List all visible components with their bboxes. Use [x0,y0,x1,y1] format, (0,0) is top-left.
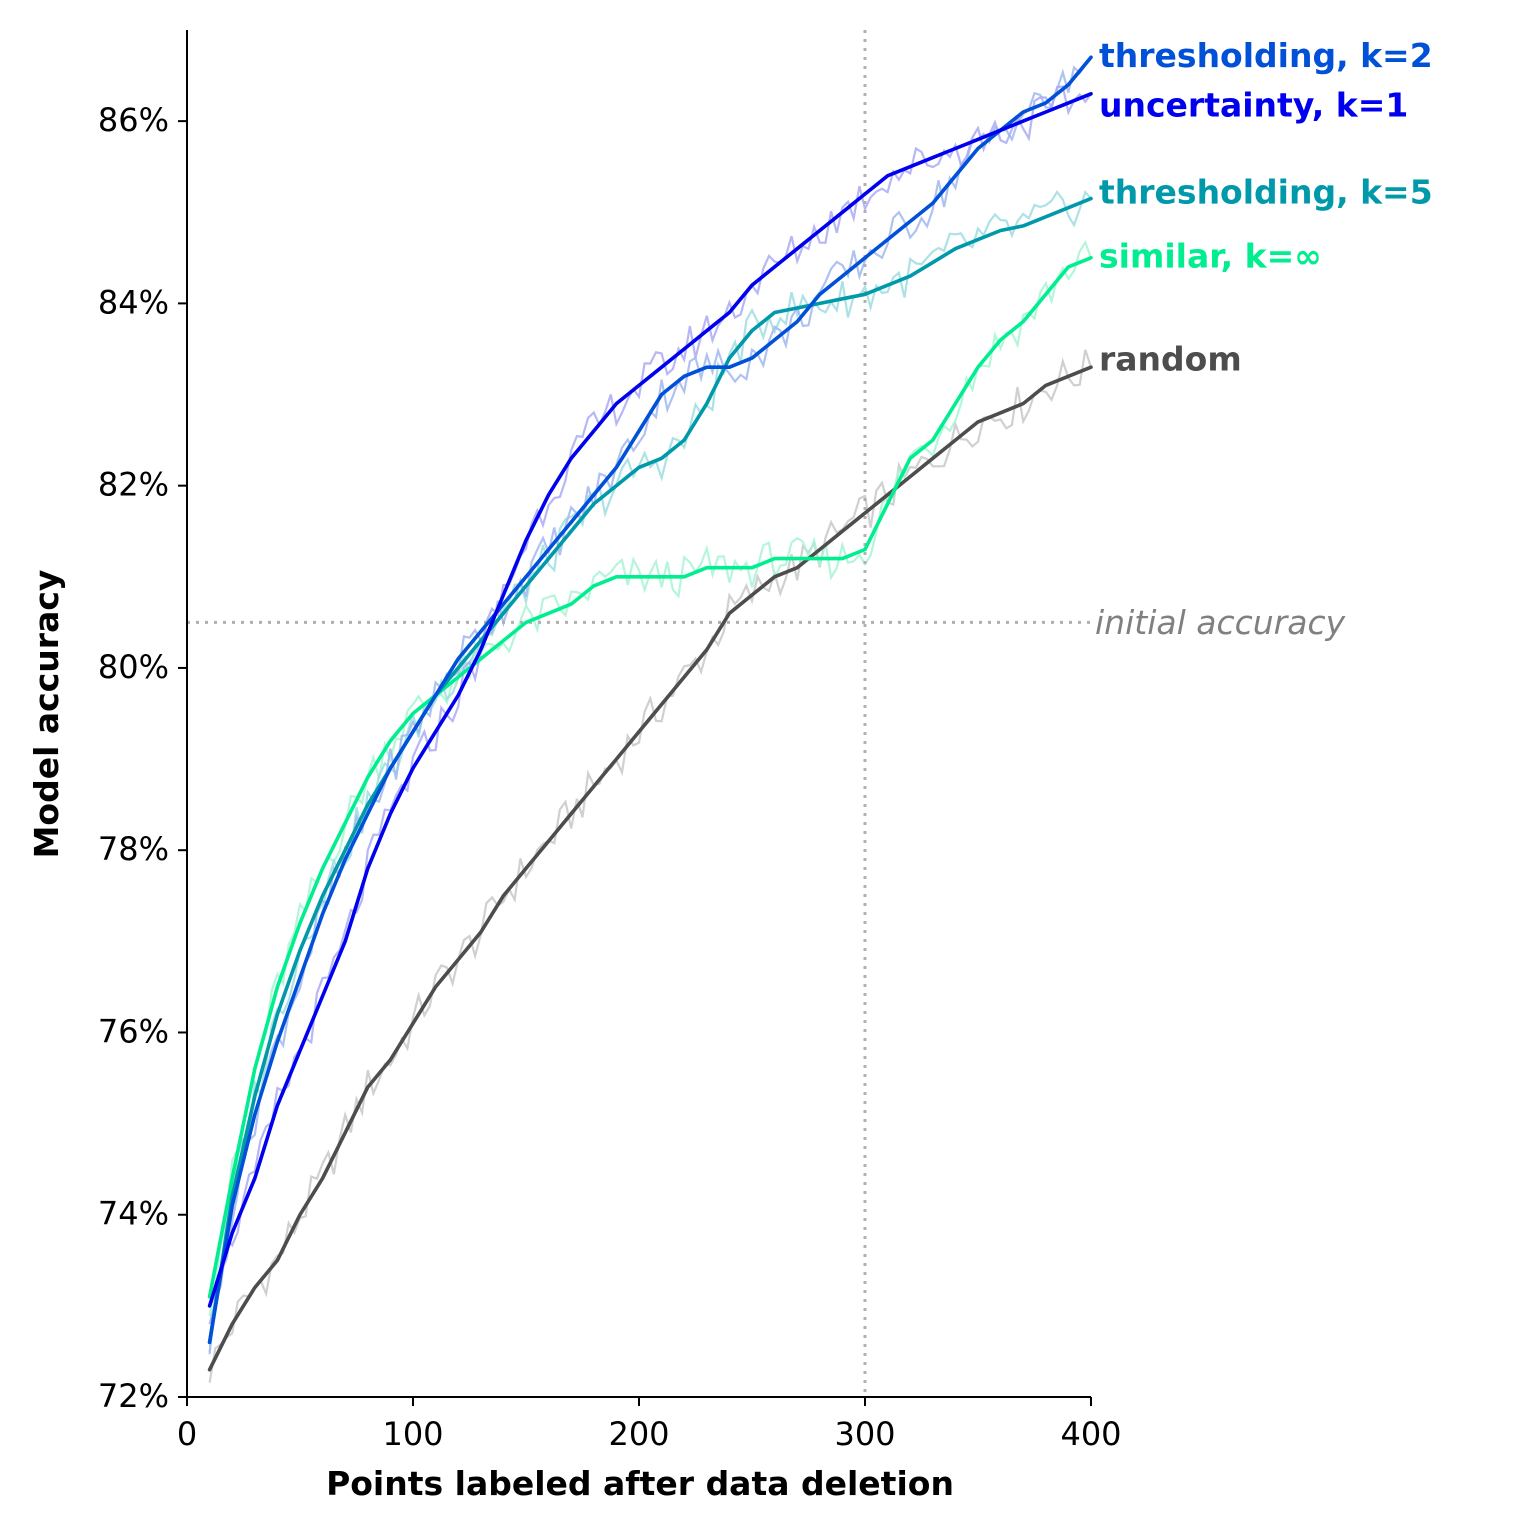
y-tick-label: 82% [98,466,169,504]
series-line-thresholding-k-5 [207,196,1093,1345]
series-label-thresholding-k-2: thresholding, k=2 [1099,36,1433,75]
y-tick-label: 76% [98,1012,169,1050]
raw-trace-thresholding-k-5 [208,190,1092,1352]
series-label-random: random [1099,340,1242,379]
series-line-uncertainty-k-1 [207,92,1093,1308]
x-tick-label: 300 [834,1415,895,1453]
y-axis-title: Model accuracy [27,570,66,859]
x-axis-title: Points labeled after data deletion [326,1464,954,1503]
y-tick-label: 80% [98,648,169,686]
series-label-uncertainty-k-1: uncertainty, k=1 [1099,85,1408,124]
axes: 0 100 200 300 400 72% 74% 76% 78% 80% 82% 84% 86% [98,30,1122,1453]
initial-accuracy-label: initial accuracy [1095,603,1346,642]
y-tick-label: 74% [98,1195,169,1233]
smoothed-series-layer [207,55,1093,1372]
series-line-similar-k [207,255,1093,1299]
y-tick-label: 72% [98,1377,169,1415]
series-line-thresholding-k-2 [207,55,1093,1345]
series-line-random [207,365,1093,1372]
series-label-thresholding-k-5: thresholding, k=5 [1099,173,1433,212]
x-tick-label: 100 [382,1415,443,1453]
x-tick-label: 400 [1060,1415,1121,1453]
x-tick-label: 200 [608,1415,669,1453]
y-tick-label: 86% [98,101,169,139]
y-tick-label: 84% [98,283,169,321]
raw-trace-thresholding-k-2 [208,56,1092,1355]
series-end-labels: thresholding, k=2 uncertainty, k=1 thresho… [1099,36,1433,379]
reference-lines: initial accuracy [187,30,1346,1397]
raw-trace-random [208,349,1093,1383]
raw-trace-similar-k [208,239,1093,1317]
raw-trace-uncertainty-k-1 [208,85,1092,1325]
y-tick-label: 78% [98,830,169,868]
series-label-similar-k: similar, k=∞ [1099,236,1322,275]
x-tick-label: 0 [177,1415,197,1453]
